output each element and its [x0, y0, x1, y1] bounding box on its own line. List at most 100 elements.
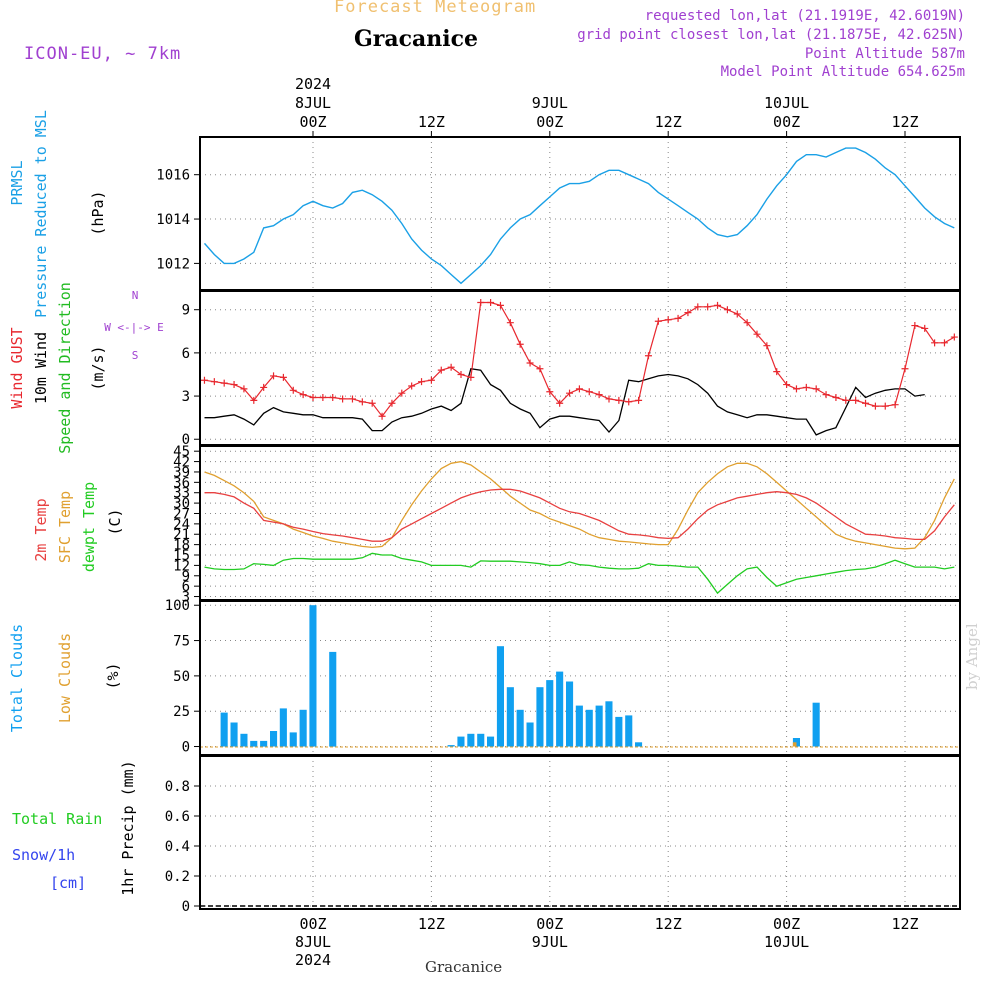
clouds-unit: (%) [104, 662, 122, 689]
y-tick-label: 45 [173, 444, 190, 460]
gust-marker [546, 388, 554, 396]
gust-marker [230, 381, 238, 389]
bottom-time-label: 12Z [418, 915, 445, 933]
gust-marker [585, 388, 593, 396]
gust-marker [309, 394, 317, 402]
wind-direction-label: Speed and Direction [56, 282, 74, 454]
bottom-time-label: 2024 [295, 951, 331, 969]
gust-marker [901, 365, 909, 373]
gust-marker [210, 378, 218, 386]
total-cloud-bar [477, 733, 485, 747]
bottom-time-label: 00Z [536, 915, 563, 933]
y-tick-label: 18 [173, 538, 190, 554]
total-cloud-bar [230, 722, 238, 747]
low-clouds-label: Low Clouds [56, 633, 74, 723]
location-title: Gracanice [354, 26, 479, 52]
gust-marker [940, 339, 948, 347]
clouds-panel: 0 25 50 75 100 Total Clouds Low Clouds (%) [8, 598, 961, 756]
y-tick-label: 12 [173, 558, 190, 574]
y-tick-label: 1012 [156, 256, 190, 272]
gust-marker [694, 303, 702, 311]
y-tick-label: 36 [173, 475, 190, 491]
y-tick-label: 0.6 [165, 809, 190, 825]
top-time-label: 9JUL [532, 94, 568, 112]
pressure-sublabel: Pressure Reduced to MSL [32, 110, 50, 318]
y-tick-label: 50 [173, 669, 190, 685]
gust-marker [635, 396, 643, 404]
total-cloud-bar [329, 651, 337, 747]
top-time-label: 00Z [773, 113, 800, 131]
gust-marker [832, 394, 840, 402]
total-cloud-bar [487, 736, 495, 747]
wind-gust-line [204, 301, 955, 418]
gust-marker [418, 378, 426, 386]
precip-panel: 0 0.2 0.4 0.6 0.8 Total Rain Snow/1h [cm] 1hr Pr… [12, 755, 961, 915]
temp-2m-label: 2m Temp [32, 498, 50, 561]
y-tick-label: 25 [173, 704, 190, 720]
total-cloud-bar [575, 705, 583, 747]
gust-marker [506, 319, 514, 327]
model-label: ICON-EU, ~ 7km [24, 44, 182, 64]
total-cloud-bar [289, 732, 297, 747]
gust-marker [526, 359, 534, 367]
y-tick-label: 3 [182, 389, 190, 405]
panel-frame [199, 136, 961, 291]
wind-10m-label: 10m Wind [32, 332, 50, 404]
gust-marker [733, 310, 741, 318]
compass-n: N [132, 289, 139, 302]
gust-marker [881, 402, 889, 410]
gust-marker [911, 322, 919, 330]
y-tick-label: 21 [173, 527, 190, 543]
gust-marker [812, 385, 820, 393]
compass-we: W <-|-> E [104, 321, 164, 334]
total-cloud-bar [635, 742, 643, 747]
panel-frame [199, 290, 961, 446]
bottom-time-label: 00Z [299, 915, 326, 933]
total-cloud-bar [467, 733, 475, 747]
pressure-panel: 1012 1014 1016 PRMSL Pressure Reduced to MSL… [8, 110, 961, 318]
y-tick-label: 24 [173, 517, 190, 533]
total-cloud-bar [546, 680, 554, 747]
total-cloud-bar [526, 722, 534, 747]
y-tick-label: 9 [182, 303, 190, 319]
total-cloud-bar [516, 709, 524, 747]
pressure-label: PRMSL [8, 160, 26, 205]
sfc-temp-label: SFC Temp [56, 491, 74, 563]
bottom-time-label: 10JUL [764, 933, 809, 951]
total-cloud-bar [536, 687, 544, 747]
gust-marker [684, 309, 692, 317]
gust-marker [575, 385, 583, 393]
gust-marker [556, 399, 564, 407]
gust-marker [674, 314, 682, 322]
footer-location: Gracanice [425, 958, 503, 976]
gust-marker [329, 394, 337, 402]
gust-marker [714, 301, 722, 309]
total-cloud-bar [299, 709, 307, 747]
wind-panel: 0 3 6 9 Wind GUST 10m Wind Speed and Direction… [8, 282, 961, 454]
gust-marker [625, 398, 633, 406]
gust-marker [487, 299, 495, 307]
sfc-temp-line [204, 460, 955, 550]
y-tick-label: 75 [173, 634, 190, 650]
gust-marker [477, 299, 485, 307]
y-tick-label: 39 [173, 465, 190, 481]
gust-marker [516, 340, 524, 348]
gust-marker [763, 342, 771, 350]
bottom-time-label: 12Z [655, 915, 682, 933]
gust-marker [615, 396, 623, 404]
gust-marker [723, 306, 731, 314]
gust-marker [842, 396, 850, 404]
gust-marker [743, 319, 751, 327]
total-cloud-bar [447, 745, 455, 747]
gust-marker [950, 333, 958, 341]
gust-marker [753, 330, 761, 338]
low-cloud-bar [792, 742, 797, 747]
gust-marker [605, 395, 613, 403]
gust-marker [566, 389, 574, 397]
y-tick-label: 1016 [156, 168, 190, 184]
total-cloud-bar [220, 712, 228, 747]
gust-marker [408, 382, 416, 390]
gust-marker [595, 391, 603, 399]
gust-marker [250, 396, 258, 404]
